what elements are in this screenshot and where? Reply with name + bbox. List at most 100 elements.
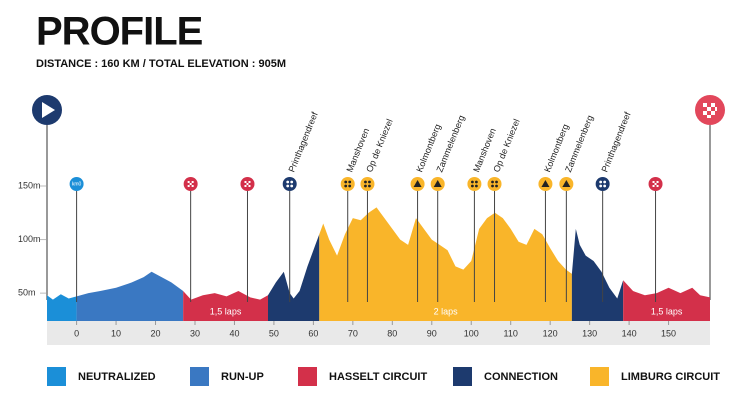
waypoint-icon [69, 177, 84, 191]
chart-subtitle: DISTANCE : 160 KM / TOTAL ELEVATION : 90… [36, 58, 286, 70]
waypoint-icon [360, 177, 375, 191]
start-play [42, 102, 55, 118]
cobble-glyph [364, 184, 367, 188]
waypoint-name: Printhagendreef [286, 110, 319, 174]
y-tick-label: 150m [18, 180, 41, 190]
x-tick-label: 130 [582, 328, 597, 338]
sprint-glyph [652, 185, 655, 187]
waypoint-icon [487, 177, 502, 191]
x-tick-label: 90 [427, 328, 437, 338]
x-tick-label: 10 [111, 328, 121, 338]
climb-glyph [562, 180, 571, 187]
cobble-glyph [364, 180, 367, 184]
x-tick-label: 20 [151, 328, 161, 338]
x-tick-label: 40 [229, 328, 239, 338]
x-tick-label: 100 [464, 328, 479, 338]
cobble-glyph [495, 180, 498, 184]
x-tick-label: 140 [622, 328, 637, 338]
x-tick-label: 70 [348, 328, 358, 338]
cobble-glyph [368, 180, 371, 184]
cobble-glyph [470, 180, 474, 184]
y-tick-label: 100m [18, 234, 41, 244]
elevation-area [319, 207, 572, 321]
sprint-glyph [656, 185, 659, 187]
elevation-area [623, 280, 710, 321]
waypoint-icon [282, 177, 297, 191]
cobble-glyph [290, 184, 294, 188]
sprint-glyph [191, 181, 194, 183]
sprint-glyph [189, 183, 192, 185]
waypoint-name: Op de Kniezel [491, 117, 521, 173]
x-axis-band [47, 321, 710, 345]
sprint-glyph [244, 181, 247, 183]
elevation-area [183, 291, 268, 321]
waypoint-name: km0 [72, 181, 82, 187]
sprint-glyph [187, 185, 190, 187]
elevation-area [571, 228, 624, 321]
x-tick-label: 50 [269, 328, 279, 338]
legend-swatch [590, 367, 609, 386]
sprint-glyph [654, 183, 657, 185]
finish-flag [703, 103, 717, 118]
cobble-glyph [286, 180, 290, 184]
waypoint-icon [340, 177, 355, 191]
waypoint-icon [467, 177, 482, 191]
sprint-glyph [187, 181, 190, 183]
x-tick-label: 150 [661, 328, 676, 338]
cobble-glyph [495, 184, 498, 188]
lap-label: 1,5 laps [651, 306, 683, 316]
sprint-glyph [656, 181, 659, 183]
cobble-glyph [470, 184, 474, 188]
legend-swatch [190, 367, 209, 386]
legend-swatch [453, 367, 472, 386]
waypoint-name: Op de Kniezel [364, 117, 394, 173]
lap-label: 1,5 laps [210, 306, 242, 316]
cobble-glyph [603, 180, 607, 184]
cobble-glyph [599, 184, 603, 188]
sprint-glyph [244, 185, 247, 187]
sprint-glyph [191, 185, 194, 187]
legend-label: HASSELT CIRCUIT [329, 371, 427, 383]
y-tick-label: 50m [18, 288, 36, 298]
legend-label: NEUTRALIZED [78, 371, 156, 383]
cobble-glyph [474, 180, 478, 184]
cobble-glyph [290, 180, 294, 184]
waypoint-name: Zammelenberg [563, 114, 595, 174]
elevation-area [76, 271, 184, 321]
elevation-area [268, 234, 320, 321]
legend-label: CONNECTION [484, 371, 558, 383]
x-tick-label: 120 [543, 328, 558, 338]
climb-glyph [433, 180, 442, 187]
cobble-glyph [348, 180, 352, 184]
sprint-glyph [246, 183, 249, 185]
x-tick-label: 0 [74, 328, 79, 338]
x-tick-label: 60 [308, 328, 318, 338]
cobble-glyph [599, 180, 603, 184]
legend-label: RUN-UP [221, 371, 264, 383]
sprint-glyph [248, 185, 251, 187]
x-tick-label: 110 [504, 328, 518, 338]
elevation-area [47, 294, 77, 321]
cobble-glyph [368, 184, 371, 188]
sprint-glyph [652, 181, 655, 183]
waypoint-name: Printhagendreef [599, 110, 632, 174]
climb-glyph [413, 180, 422, 187]
legend-label: LIMBURG CIRCUIT [621, 371, 720, 383]
waypoint-icon [595, 177, 610, 191]
lap-label: 2 laps [434, 306, 459, 316]
chart-title: PROFILE [36, 10, 203, 54]
legend-swatch [298, 367, 317, 386]
legend-swatch [47, 367, 66, 386]
x-tick-label: 30 [190, 328, 200, 338]
cobble-glyph [491, 180, 494, 184]
cobble-glyph [491, 184, 494, 188]
x-tick-label: 80 [387, 328, 397, 338]
sprint-glyph [248, 181, 251, 183]
waypoint-name: Zammelenberg [434, 114, 466, 174]
cobble-glyph [474, 184, 478, 188]
cobble-glyph [286, 184, 290, 188]
cobble-glyph [348, 184, 352, 188]
cobble-glyph [603, 184, 607, 188]
cobble-glyph [344, 180, 348, 184]
